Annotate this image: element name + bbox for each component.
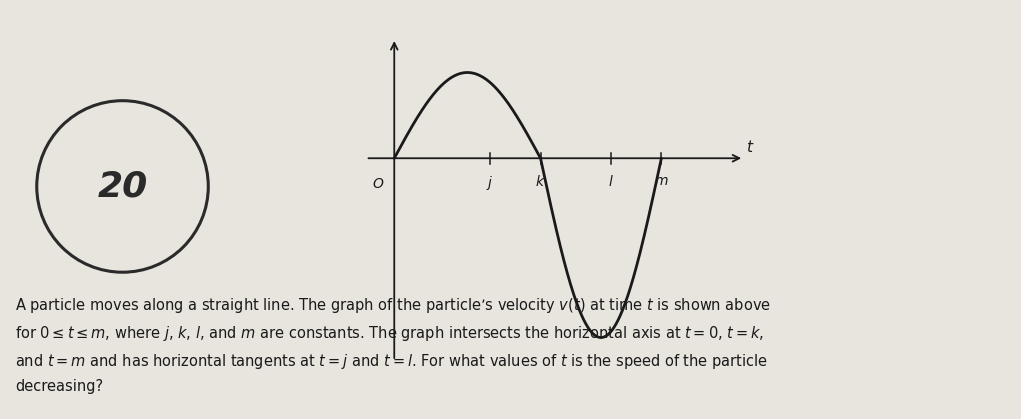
Text: $m$: $m$ [654, 174, 669, 188]
Text: $t$: $t$ [746, 139, 755, 155]
Text: $O$: $O$ [372, 177, 384, 191]
Text: $l$: $l$ [607, 174, 614, 189]
Text: $j$: $j$ [486, 174, 493, 192]
Text: $k$: $k$ [535, 174, 546, 189]
Text: 20: 20 [97, 169, 148, 204]
Text: A particle moves along a straight line. The graph of the particle’s velocity $v(: A particle moves along a straight line. … [15, 296, 771, 394]
